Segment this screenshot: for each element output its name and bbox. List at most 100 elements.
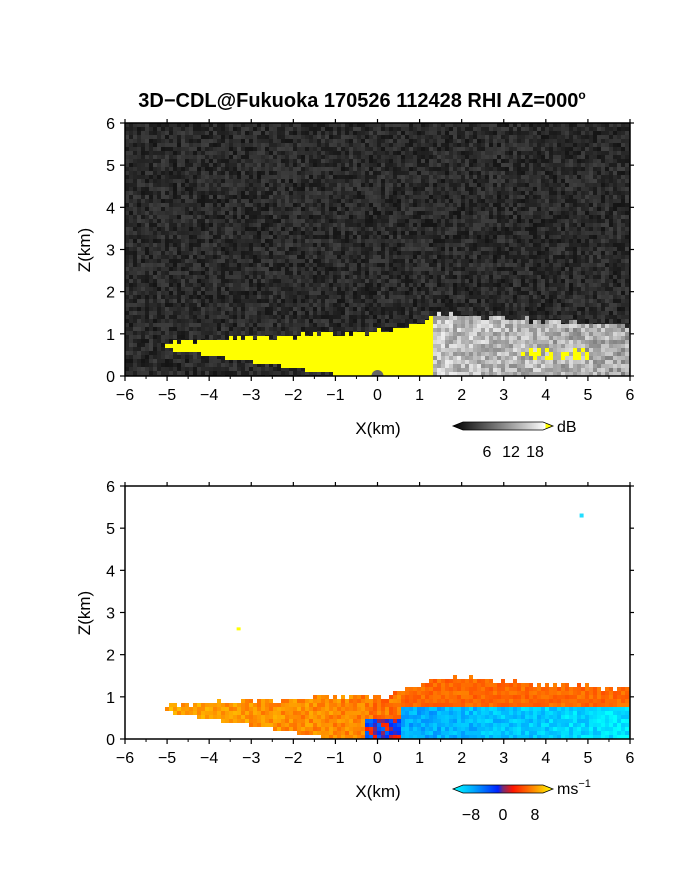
snr-noise-cell	[241, 303, 245, 307]
snr-noise-cell	[357, 203, 361, 207]
snr-noise-cell	[237, 183, 241, 187]
snr-noise-cell	[349, 239, 353, 243]
snr-noise-cell	[341, 319, 345, 323]
snr-noise-cell	[321, 259, 325, 263]
snr-noise-cell	[285, 203, 289, 207]
snr-noise-cell	[377, 295, 381, 299]
snr-noise-cell	[373, 307, 377, 311]
snr-noise-cell	[169, 291, 173, 295]
snr-noise-cell	[229, 179, 233, 183]
snr-noise-cell	[385, 147, 389, 151]
snr-noise-cell	[309, 167, 313, 171]
snr-noise-cell	[209, 303, 213, 307]
snr-noise-cell	[353, 207, 357, 211]
snr-noise-cell	[221, 291, 225, 295]
snr-noise-cell	[161, 323, 165, 327]
snr-noise-cell	[325, 163, 329, 167]
snr-noise-cell	[317, 271, 321, 275]
snr-noise-cell	[193, 263, 197, 267]
snr-noise-cell	[377, 239, 381, 243]
snr-noise-cell	[185, 143, 189, 147]
snr-noise-cell	[201, 303, 205, 307]
snr-noise-cell	[385, 123, 389, 127]
snr-noise-cell	[285, 271, 289, 275]
snr-noise-cell	[409, 167, 413, 171]
snr-noise-cell	[193, 323, 197, 327]
snr-noise-cell	[233, 331, 237, 335]
snr-noise-cell	[157, 195, 161, 199]
snr-noise-cell	[377, 227, 381, 231]
snr-noise-cell	[253, 299, 257, 303]
snr-noise-cell	[241, 319, 245, 323]
snr-noise-cell	[309, 239, 313, 243]
snr-noise-cell	[157, 235, 161, 239]
snr-noise-cell	[201, 295, 205, 299]
snr-noise-cell	[193, 367, 197, 371]
snr-noise-cell	[293, 295, 297, 299]
snr-noise-cell	[253, 223, 257, 227]
snr-noise-cell	[301, 199, 305, 203]
snr-noise-cell	[169, 295, 173, 299]
snr-noise-cell	[305, 291, 309, 295]
snr-noise-cell	[265, 151, 269, 155]
snr-noise-cell	[205, 207, 209, 211]
snr-noise-cell	[133, 187, 137, 191]
snr-noise-cell	[129, 251, 133, 255]
snr-noise-cell	[145, 367, 149, 371]
snr-noise-cell	[385, 163, 389, 167]
snr-noise-cell	[189, 335, 193, 339]
snr-noise-cell	[337, 239, 341, 243]
snr-noise-cell	[373, 319, 377, 323]
snr-noise-cell	[149, 311, 153, 315]
snr-noise-cell	[161, 351, 165, 355]
snr-noise-cell	[233, 367, 237, 371]
snr-noise-cell	[157, 231, 161, 235]
snr-noise-cell	[353, 183, 357, 187]
snr-noise-cell	[129, 263, 133, 267]
snr-noise-cell	[389, 175, 393, 179]
snr-noise-cell	[145, 183, 149, 187]
snr-noise-cell	[341, 123, 345, 127]
snr-noise-cell	[285, 295, 289, 299]
snr-noise-cell	[133, 335, 137, 339]
snr-noise-cell	[157, 339, 161, 343]
snr-noise-cell	[273, 259, 277, 263]
snr-noise-cell	[149, 259, 153, 263]
snr-noise-cell	[213, 331, 217, 335]
snr-noise-cell	[141, 299, 145, 303]
snr-noise-cell	[321, 291, 325, 295]
snr-noise-cell	[221, 319, 225, 323]
snr-noise-cell	[293, 319, 297, 323]
snr-noise-cell	[129, 131, 133, 135]
snr-noise-cell	[141, 371, 145, 375]
snr-noise-cell	[137, 175, 141, 179]
snr-noise-cell	[213, 283, 217, 287]
snr-noise-cell	[221, 223, 225, 227]
snr-noise-cell	[333, 131, 337, 135]
snr-noise-cell	[177, 179, 181, 183]
snr-noise-cell	[337, 323, 341, 327]
snr-noise-cell	[369, 151, 373, 155]
snr-noise-cell	[433, 135, 437, 139]
snr-noise-cell	[409, 227, 413, 231]
snr-noise-cell	[241, 267, 245, 271]
snr-noise-cell	[177, 359, 181, 363]
snr-noise-cell	[189, 355, 193, 359]
snr-noise-cell	[281, 215, 285, 219]
snr-noise-cell	[177, 323, 181, 327]
snr-noise-cell	[221, 267, 225, 271]
snr-noise-cell	[309, 243, 313, 247]
snr-noise-cell	[261, 259, 265, 263]
snr-noise-cell	[305, 131, 309, 135]
snr-noise-cell	[337, 243, 341, 247]
snr-noise-cell	[229, 307, 233, 311]
snr-noise-cell	[177, 299, 181, 303]
snr-noise-cell	[141, 171, 145, 175]
snr-noise-cell	[197, 367, 201, 371]
snr-noise-cell	[409, 247, 413, 251]
snr-noise-cell	[209, 191, 213, 195]
snr-noise-cell	[257, 247, 261, 251]
snr-noise-cell	[197, 307, 201, 311]
snr-noise-cell	[241, 203, 245, 207]
snr-noise-cell	[341, 275, 345, 279]
